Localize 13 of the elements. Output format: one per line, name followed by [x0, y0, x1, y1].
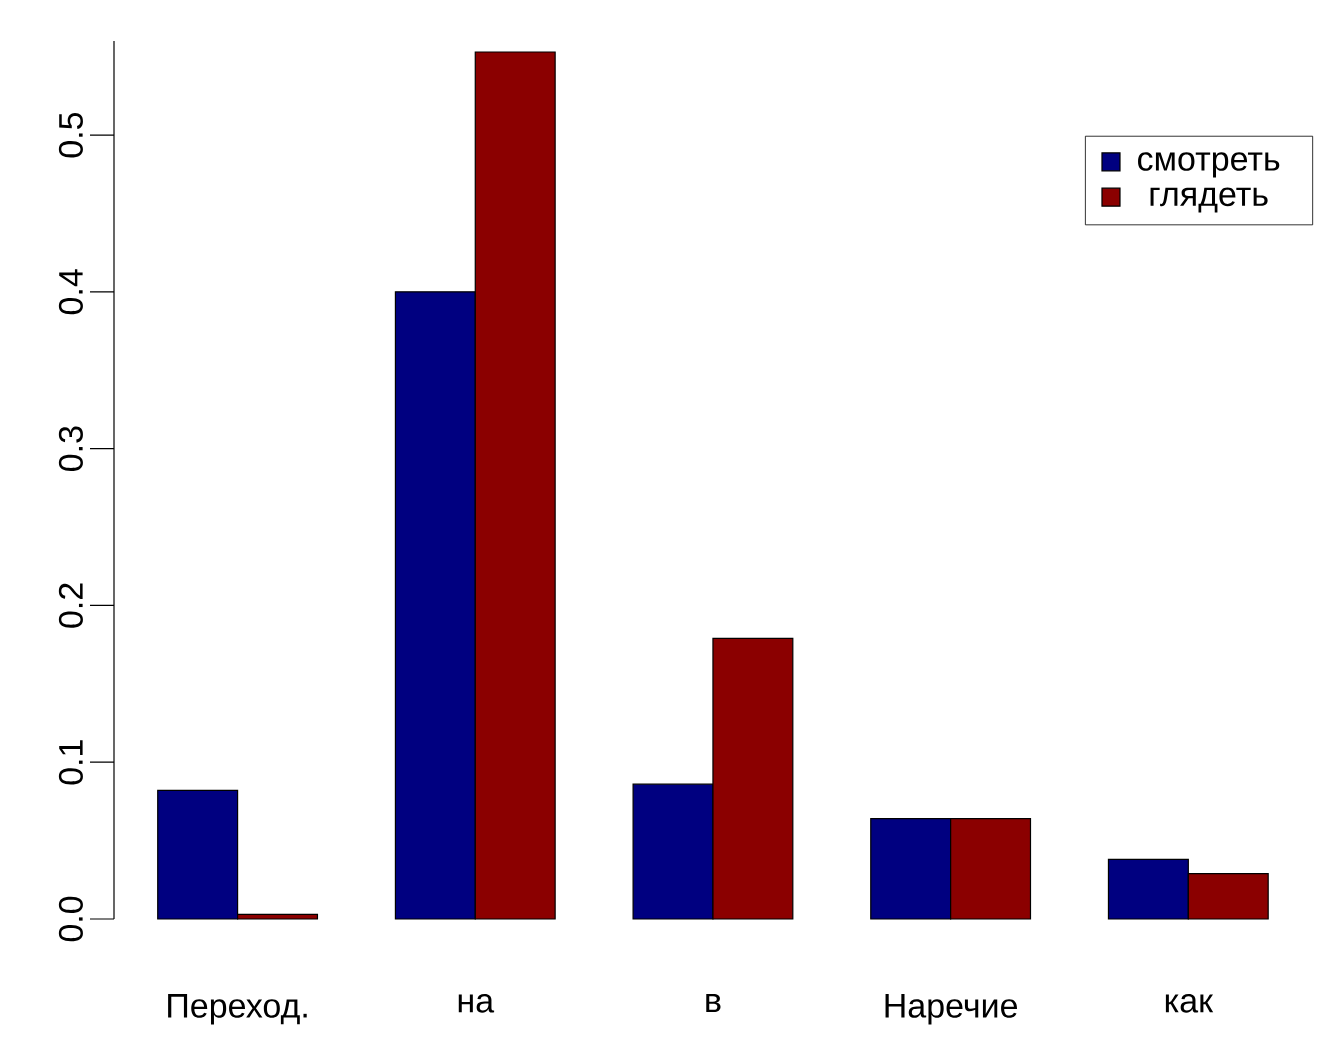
y-tick-label: 0.2	[58, 583, 83, 628]
y-tick-label: 0.5	[58, 112, 83, 158]
x-tick-label: на	[458, 994, 495, 1013]
legend-label: смотреть	[1138, 152, 1280, 178]
y-tick-label: 0.0	[58, 896, 83, 942]
legend-label: глядеть	[1150, 187, 1268, 213]
x-tick-label: в	[706, 994, 721, 1013]
x-tick-label: как	[1165, 994, 1214, 1013]
y-tick-label: 0.4	[58, 269, 83, 315]
y-tick-label: 0.1	[58, 740, 83, 785]
x-tick-label: Переход.	[168, 994, 307, 1025]
y-tick-label: 0.3	[58, 426, 83, 471]
x-tick-label: Наречие	[885, 994, 1018, 1025]
